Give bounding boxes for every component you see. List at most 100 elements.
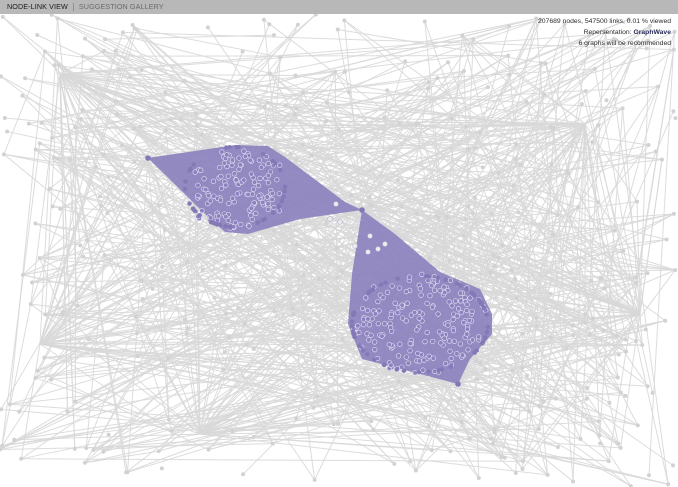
cluster-node[interactable] [238,221,244,228]
node-link-canvas[interactable] [0,14,678,487]
connector-node[interactable] [352,243,358,249]
cluster-boundary-node[interactable] [426,369,431,374]
cluster-node[interactable] [469,337,476,343]
cluster-boundary-node[interactable] [183,179,188,184]
cluster-node[interactable] [395,353,402,359]
cluster-boundary-node[interactable] [208,219,214,225]
cluster-node[interactable] [366,337,372,343]
cluster-boundary-node[interactable] [401,368,407,373]
cluster-node[interactable] [231,171,237,177]
cluster-node[interactable] [247,157,253,163]
cluster-node[interactable] [230,195,236,201]
cluster-node[interactable] [457,290,464,296]
cluster-node[interactable] [263,153,269,160]
cluster-node[interactable] [363,295,369,301]
cluster-node[interactable] [236,155,242,161]
cluster-node[interactable] [461,320,467,326]
cluster-node[interactable] [276,208,282,214]
cluster-boundary-node[interactable] [188,166,193,171]
cluster-node[interactable] [208,215,214,221]
cluster-node[interactable] [405,360,411,366]
cluster-boundary-node[interactable] [279,198,285,203]
cluster-node[interactable] [265,160,271,167]
cluster-node[interactable] [458,310,464,316]
cluster-boundary-node[interactable] [484,312,489,317]
cluster-node[interactable] [216,213,222,219]
cluster-boundary-node[interactable] [482,335,488,341]
cluster-node[interactable] [447,277,454,283]
cluster-node[interactable] [234,191,240,197]
cluster-node[interactable] [265,180,271,186]
cluster-node[interactable] [417,286,423,292]
cluster-node[interactable] [356,329,362,335]
cluster-node[interactable] [249,216,255,223]
cluster-node[interactable] [450,328,457,334]
cluster-boundary-node[interactable] [281,194,286,199]
connector-node[interactable] [327,216,333,222]
cluster-boundary-node[interactable] [224,145,229,150]
cluster-node[interactable] [269,190,275,197]
cluster-node[interactable] [218,185,225,191]
cluster-node[interactable] [372,347,378,353]
cluster-node[interactable] [426,353,432,359]
cluster-node[interactable] [445,322,451,328]
cluster-node[interactable] [467,295,473,301]
cluster-node[interactable] [392,300,398,306]
cluster-node[interactable] [207,198,213,204]
cluster-node[interactable] [360,316,367,322]
cluster-node[interactable] [251,200,257,206]
cluster-node[interactable] [397,341,403,347]
cluster-node[interactable] [406,274,413,280]
cluster-boundary-node[interactable] [351,311,356,317]
cluster-node[interactable] [389,283,395,289]
cluster-node[interactable] [388,311,394,318]
cluster-node[interactable] [235,181,241,188]
cluster-boundary-node[interactable] [372,357,377,362]
cluster-node[interactable] [412,370,418,376]
cluster-node[interactable] [376,308,382,314]
cluster-boundary-node[interactable] [435,275,441,280]
cluster-node[interactable] [403,354,409,360]
cluster-node[interactable] [388,362,394,368]
cluster-boundary-node[interactable] [485,324,491,330]
cluster-node[interactable] [420,367,426,373]
cluster-node[interactable] [257,175,263,182]
cluster-node[interactable] [365,307,371,313]
cluster-node[interactable] [416,315,422,321]
graph-svg[interactable] [0,14,678,487]
cluster-boundary-node[interactable] [378,282,383,288]
cluster-node[interactable] [255,183,262,189]
cluster-boundary-node[interactable] [481,305,487,311]
cluster-node[interactable] [458,298,464,304]
cluster-node[interactable] [248,205,254,211]
cluster-node[interactable] [464,326,471,332]
cluster-node[interactable] [469,308,475,315]
cluster-node[interactable] [217,197,224,203]
cluster-boundary-node[interactable] [395,276,400,281]
cluster-node[interactable] [399,364,405,370]
cluster-node[interactable] [256,157,262,163]
cluster-node[interactable] [415,350,421,356]
cluster-boundary-node[interactable] [464,286,469,292]
cluster-node[interactable] [429,304,436,310]
cluster-boundary-node[interactable] [191,162,196,167]
cluster-node[interactable] [225,217,231,224]
cluster-node[interactable] [195,182,201,188]
hub-node-center[interactable] [359,207,365,213]
cluster-node[interactable] [419,271,425,277]
cluster-node[interactable] [224,163,230,170]
tab-node-link-view[interactable]: NODE-LINK VIEW [7,2,68,11]
cluster-node[interactable] [198,167,204,173]
cluster-boundary-node[interactable] [383,280,388,285]
cluster-boundary-node[interactable] [276,203,282,208]
cluster-node[interactable] [223,214,229,220]
cluster-boundary-node[interactable] [481,339,486,344]
connector-node[interactable] [375,246,381,252]
cluster-node[interactable] [277,162,283,168]
cluster-node[interactable] [457,341,463,347]
cluster-node[interactable] [454,351,460,357]
cluster-node[interactable] [438,340,444,346]
cluster-boundary-node[interactable] [270,210,276,216]
cluster-node[interactable] [407,341,413,347]
cluster-node[interactable] [256,193,262,199]
